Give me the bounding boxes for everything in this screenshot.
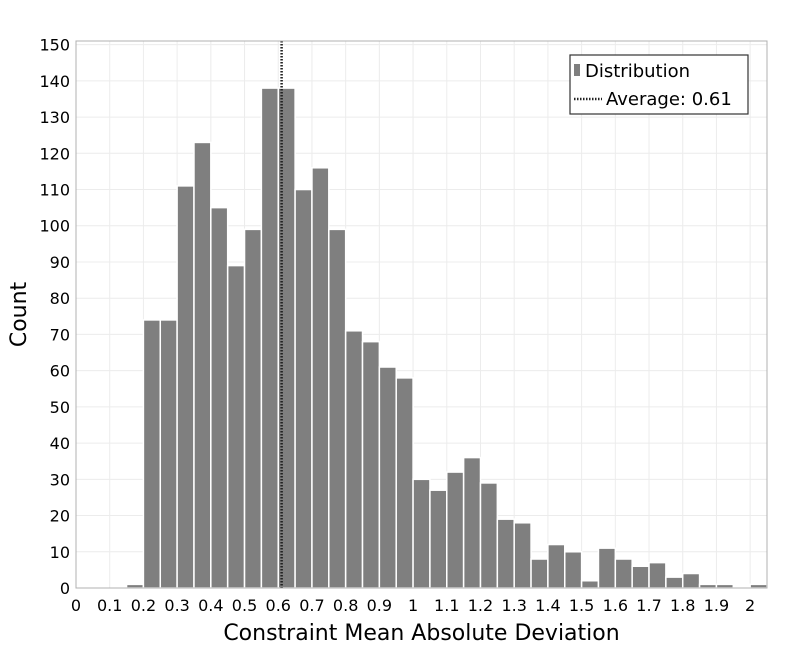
- y-tick-label: 20: [50, 507, 70, 526]
- histogram-bar: [328, 228, 347, 589]
- y-tick-label: 40: [50, 434, 70, 453]
- histogram-bar: [311, 167, 330, 589]
- plot-frame: [75, 40, 768, 589]
- histogram-bar: [395, 377, 414, 589]
- x-tick-label: 1: [408, 596, 418, 615]
- y-tick-label: 100: [39, 217, 70, 236]
- histogram-bar: [496, 518, 515, 589]
- histogram-bar: [462, 456, 482, 589]
- histogram-bar: [446, 471, 465, 589]
- x-tick-label: 0.4: [198, 596, 223, 615]
- x-tick-label: 0.1: [97, 596, 122, 615]
- legend: Distribution Average: 0.61: [569, 54, 749, 115]
- histogram-bar: [580, 580, 600, 589]
- histogram-bar: [142, 319, 162, 589]
- histogram-bar: [210, 206, 229, 589]
- y-tick-label: 130: [39, 108, 70, 127]
- histogram-bar: [193, 141, 212, 589]
- x-tick-label: 1.7: [636, 596, 661, 615]
- histogram-bar: [681, 572, 701, 589]
- histogram-bar: [597, 547, 617, 589]
- histogram-bar: [631, 565, 650, 589]
- y-tick-labels: 0 10 20 30 40 50 60 70 80 90 100 110 120 130 140 150: [39, 36, 70, 598]
- histogram-bar: [260, 87, 279, 589]
- x-tick-labels: 0 0.1 0.2 0.3 0.4 0.5 0.6 0.7 0.8 0.9 1 1.1 1.2 1.3 1.…: [71, 596, 755, 615]
- x-tick-label: 0.2: [131, 596, 156, 615]
- histogram-bar: [564, 551, 583, 589]
- x-tick-label: 0.5: [232, 596, 257, 615]
- x-tick-label: 1.4: [535, 596, 560, 615]
- histogram-bar: [412, 478, 431, 589]
- histogram-bar: [243, 228, 263, 589]
- histogram-bar: [226, 264, 246, 589]
- y-tick-label: 0: [60, 579, 70, 598]
- y-tick-label: 120: [39, 144, 70, 163]
- y-tick-label: 70: [50, 325, 70, 344]
- y-tick-label: 90: [50, 253, 70, 272]
- histogram-bar: [665, 576, 684, 589]
- histogram-bar: [344, 330, 364, 589]
- x-tick-label: 0: [71, 596, 81, 615]
- histogram-bar: [648, 561, 667, 589]
- y-tick-label: 50: [50, 398, 70, 417]
- x-tick-label: 1.5: [569, 596, 594, 615]
- histogram-bar: [530, 558, 549, 589]
- x-axis-title: Constraint Mean Absolute Deviation: [223, 621, 619, 646]
- histogram-bar: [361, 340, 381, 589]
- x-tick-label: 1.2: [468, 596, 493, 615]
- x-tick-label: 1.9: [704, 596, 729, 615]
- x-tick-label: 1.1: [434, 596, 459, 615]
- x-tick-label: 1.8: [670, 596, 695, 615]
- legend-average-label: Average: 0.61: [606, 89, 732, 110]
- histogram-bar: [176, 185, 195, 589]
- legend-distribution-swatch: [574, 64, 580, 76]
- histogram-bar: [429, 489, 448, 589]
- histogram-bar: [698, 583, 718, 589]
- y-tick-label: 10: [50, 543, 70, 562]
- x-tick-label: 1.3: [501, 596, 526, 615]
- y-tick-label: 60: [50, 362, 70, 381]
- histogram-bar: [749, 583, 768, 589]
- histogram-bar: [614, 558, 633, 589]
- x-tick-label: 0.9: [367, 596, 392, 615]
- x-tick-label: 0.7: [299, 596, 324, 615]
- x-tick-label: 1.6: [603, 596, 628, 615]
- histogram-bar: [159, 319, 178, 589]
- histogram-bar: [479, 482, 499, 589]
- histogram-bar: [547, 543, 566, 589]
- y-tick-label: 150: [39, 36, 70, 55]
- y-tick-label: 80: [50, 289, 70, 308]
- x-tick-label: 0.8: [333, 596, 358, 615]
- histogram-bar: [294, 188, 313, 589]
- histogram-bar: [715, 583, 735, 589]
- y-axis-title: Count: [7, 281, 32, 347]
- x-tick-label: 0.3: [164, 596, 189, 615]
- histogram-bar: [513, 522, 532, 589]
- histogram-bar: [378, 366, 397, 589]
- legend-box: [569, 54, 749, 115]
- x-tick-label: 0.6: [266, 596, 291, 615]
- y-tick-label: 110: [39, 181, 70, 200]
- y-tick-label: 30: [50, 470, 70, 489]
- histogram-bar: [125, 583, 145, 589]
- x-tick-label: 2: [745, 596, 755, 615]
- y-tick-label: 140: [39, 72, 70, 91]
- legend-distribution-label: Distribution: [585, 61, 690, 82]
